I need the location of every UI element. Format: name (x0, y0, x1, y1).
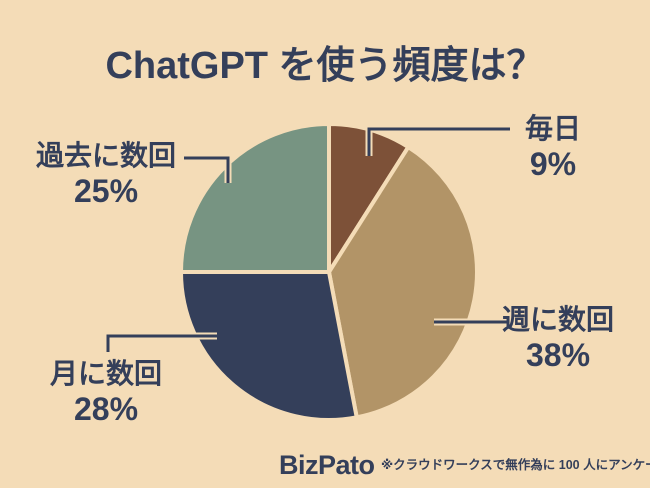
slice-label-weekly: 週に数回 38% (483, 302, 633, 373)
pie-slice-past (178, 121, 331, 274)
slice-label-daily-percent: 9% (529, 146, 577, 182)
label-connectors (104, 125, 510, 352)
slice-label-past-percent: 25% (73, 173, 139, 209)
slice-label-past-name: 過去に数回 (35, 140, 176, 171)
slice-label-weekly-name: 週に数回 (501, 304, 614, 335)
brand-logo: BizPato (279, 450, 375, 480)
slice-label-monthly-name: 月に数回 (49, 358, 162, 389)
connector-past (184, 154, 232, 183)
slice-label-weekly-percent: 38% (525, 337, 591, 373)
survey-note: ※クラウドワークスで無作為に 100 人にアンケート (381, 458, 650, 472)
connector-daily (365, 125, 510, 156)
slice-label-daily-name: 毎日 (524, 113, 581, 144)
slice-label-monthly: 月に数回 28% (26, 356, 186, 427)
pie-slice-monthly (178, 270, 360, 422)
slice-label-monthly-percent: 28% (73, 391, 139, 427)
connector-monthly (104, 332, 217, 352)
pie-slices (178, 121, 479, 422)
slice-label-daily: 毎日 9% (488, 111, 618, 182)
pie-slice-weekly (326, 144, 479, 420)
slice-label-past: 過去に数回 25% (16, 138, 196, 209)
page-title: ChatGPT を使う頻度は？ (105, 45, 545, 87)
